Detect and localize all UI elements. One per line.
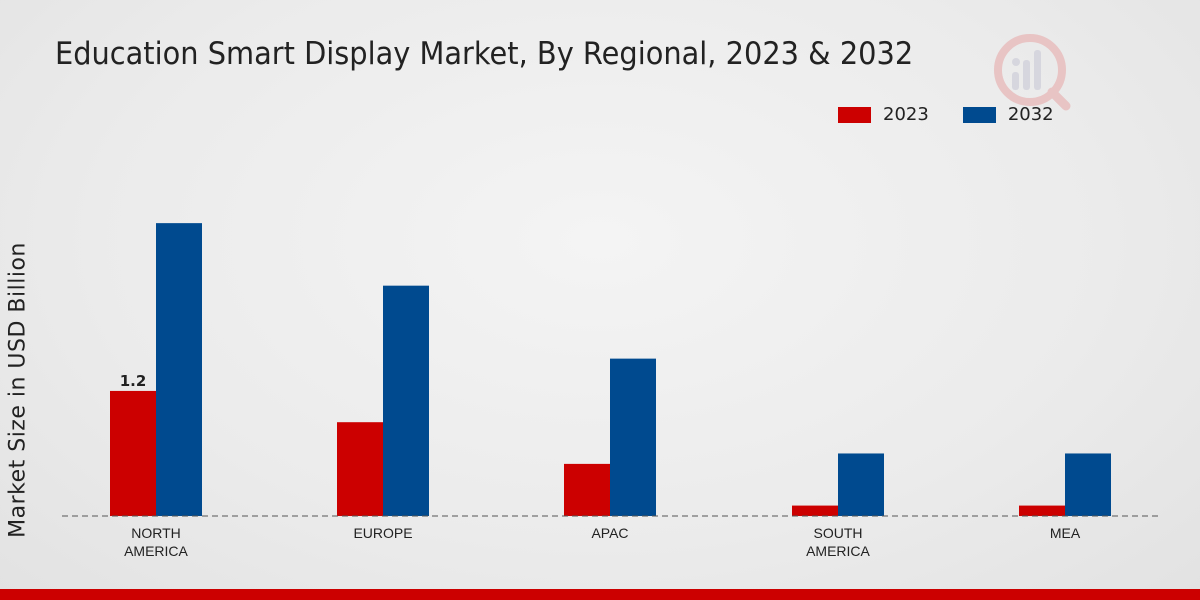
bar-2023-0 bbox=[110, 390, 156, 516]
bar-2032-1 bbox=[383, 285, 429, 516]
legend-label-2023: 2023 bbox=[883, 104, 929, 125]
x-tick-label-0: NORTH AMERICA bbox=[124, 525, 188, 559]
bar-2023-2 bbox=[564, 463, 610, 516]
chart-title: Education Smart Display Market, By Regio… bbox=[55, 36, 914, 72]
x-tick-label-2: APAC bbox=[591, 525, 628, 541]
legend-label-2032: 2032 bbox=[1007, 104, 1054, 125]
bottom-accent-bar bbox=[0, 589, 1200, 600]
bar-2023-4 bbox=[1019, 505, 1065, 516]
bar-2032-0 bbox=[156, 223, 202, 516]
legend-item-2032: 2032 bbox=[962, 104, 1054, 125]
legend-swatch-2023 bbox=[838, 106, 871, 123]
bar-2032-3 bbox=[838, 453, 884, 516]
chart-legend: 2023 2032 bbox=[838, 104, 1088, 125]
bar-2023-3 bbox=[792, 505, 838, 516]
x-tick-label-1: EUROPE bbox=[353, 525, 412, 541]
x-tick-label-4: MEA bbox=[1050, 525, 1081, 541]
legend-swatch-2032 bbox=[962, 106, 996, 123]
bar-2032-2 bbox=[610, 358, 656, 516]
data-label-0: 1.2 bbox=[120, 372, 147, 390]
bar-2023-1 bbox=[337, 422, 383, 516]
legend-item-2023: 2023 bbox=[838, 104, 929, 125]
bar-2032-4 bbox=[1065, 453, 1111, 516]
x-tick-label-3: SOUTH AMERICA bbox=[806, 525, 870, 559]
bar-chart-magnifier-icon bbox=[994, 34, 1071, 111]
